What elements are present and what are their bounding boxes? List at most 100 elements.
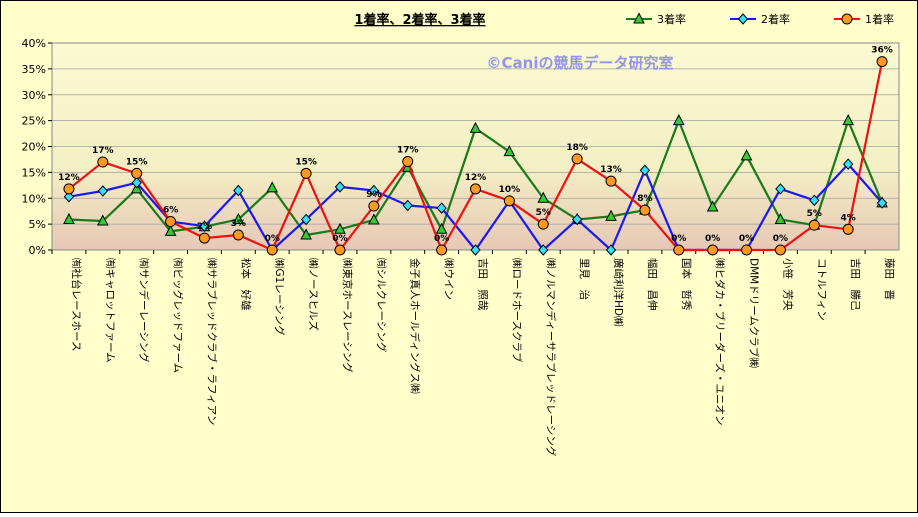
x-tick-label: ㈱サラブレッドクラブ・ラフィアン [205,258,218,425]
data-label: 15% [126,157,148,167]
data-label: 0% [705,234,720,244]
data-label: 17% [397,146,419,156]
data-point [673,244,685,256]
x-tick-label: 金子真人ホールディングス㈱ [409,258,422,394]
data-label: 10% [499,185,521,195]
data-point [842,223,854,235]
data-point [63,212,75,224]
data-label: 9% [366,190,381,200]
x-tick-label: 里見 治 [578,258,591,300]
data-point [436,202,447,214]
x-tick-label: コトルフィン [815,258,827,321]
y-tick-label: 10% [22,192,46,205]
x-tick-label: DMMドリームクラブ㈱ [748,258,761,368]
data-label: 12% [58,173,80,183]
legend-label: 2着率 [761,12,790,26]
data-point [402,156,414,168]
data-point [233,184,244,197]
data-label: 3% [231,219,246,229]
data-label: 0% [739,234,754,244]
data-point [131,167,143,179]
x-tick-label: ㈱ノースヒルズ [307,258,320,331]
x-tick-label: ㈲サンデーレーシング [138,258,151,363]
y-tick-label: 40% [22,37,46,50]
data-point [402,199,413,212]
y-tick-label: 20% [22,141,46,154]
data-point [571,153,583,165]
data-point [232,229,244,241]
x-tick-label: 小笹 芳央 [781,258,794,311]
data-point [300,228,312,240]
data-point [96,214,109,226]
data-point [266,244,278,256]
data-point [131,176,142,189]
y-tick-label: 5% [29,218,46,231]
x-tick-label: ㈱ロードホースクラブ [510,258,523,363]
data-point [435,222,448,234]
data-point [300,213,312,226]
x-tick-label: ㈲キャロットファーム [104,258,116,363]
data-point [97,156,109,168]
data-label: 5% [536,208,551,218]
data-label: 18% [566,143,588,153]
data-point [571,213,583,226]
y-tick-label: 25% [22,115,46,128]
data-point [164,224,177,236]
data-point [63,183,75,195]
x-tick-label: ㈲ビッグレッドファーム [172,258,185,373]
x-tick-label: ㈲シルクレーシング [375,258,388,353]
data-point [538,244,549,256]
data-point [368,184,380,197]
data-point [232,212,245,224]
chart-title: 1着率、2着率、3着率 [354,12,485,28]
data-point [672,114,685,126]
data-label: 0% [265,234,280,244]
data-label: 8% [637,194,652,204]
x-tick-label: ㈲社台レースホース [70,258,83,351]
x-tick-label: 松本 好雄 [239,258,252,311]
x-tick-label: 藤田 晋 [883,258,895,300]
data-label: 0% [332,234,347,244]
data-point [537,191,550,203]
data-label: 0% [434,234,449,244]
data-point [741,244,753,256]
data-point [876,56,888,68]
x-tick-label: ㈱ノルマンディーサラブレッドレーシング [544,258,557,457]
data-point [809,194,820,207]
data-point [503,195,515,207]
data-point [740,149,753,161]
data-label: 15% [295,157,317,167]
x-tick-label: 吉田 照哉 [477,258,490,311]
data-point [605,244,617,256]
x-tick-label: ㈱ヒダカ・ブリーダーズ・ユニオン [714,258,727,425]
y-tick-label: 15% [22,166,46,179]
data-label: 4% [841,213,856,223]
data-point [843,158,854,170]
data-point [266,181,279,193]
data-point [469,121,482,133]
data-point [876,197,888,209]
x-tick-label: 幅田 昌伸 [646,258,659,311]
data-point [808,219,820,231]
legend-marker [841,13,853,25]
data-point [706,200,719,212]
data-point [774,244,786,256]
x-tick-label: ㈱東京ホースレーシング [341,258,354,373]
legend-marker [633,12,645,24]
watermark: ©Caniの競馬データ研究室 [487,54,674,72]
data-point [605,175,617,187]
data-point [334,244,346,256]
data-point [334,181,346,193]
data-label: 0% [671,234,686,244]
data-point [775,183,786,195]
data-label: 13% [600,165,622,175]
data-point [436,244,448,256]
data-point [368,200,380,212]
data-label: 5% [807,209,822,219]
data-label: 0% [773,234,788,244]
data-label: 17% [92,146,114,156]
x-tick-label: ㈱G1レーシング [273,258,286,336]
data-point [639,164,651,177]
